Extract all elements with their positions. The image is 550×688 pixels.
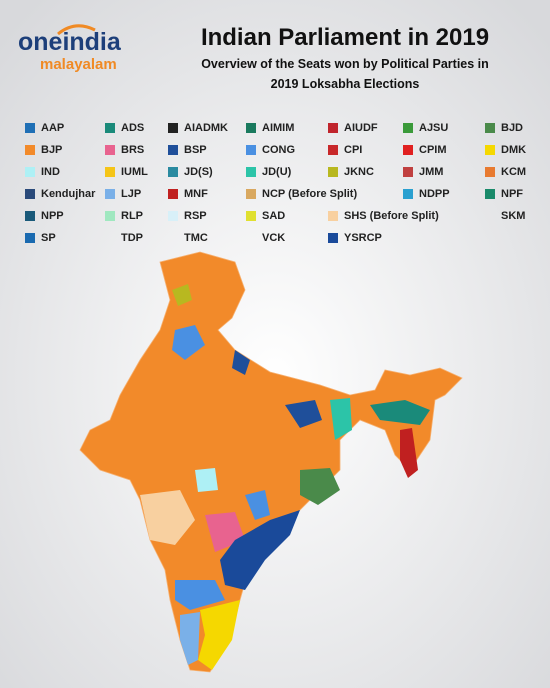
legend-swatch bbox=[105, 145, 115, 155]
region bbox=[180, 612, 200, 665]
region bbox=[140, 490, 195, 545]
legend-label: NCP (Before Split) bbox=[262, 188, 357, 200]
region bbox=[232, 350, 250, 375]
legend-label: ADS bbox=[121, 122, 144, 134]
legend-swatch bbox=[168, 211, 178, 221]
legend-label: SAD bbox=[262, 210, 285, 222]
legend-label: NPP bbox=[41, 210, 64, 222]
legend-swatch bbox=[485, 145, 495, 155]
subtitle: 2019 Loksabha Elections bbox=[271, 77, 420, 91]
legend-label: KCM bbox=[501, 166, 526, 178]
legend-swatch bbox=[403, 189, 413, 199]
legend-swatch bbox=[25, 189, 35, 199]
legend-label: YSRCP bbox=[344, 232, 382, 244]
legend-label: TMC bbox=[184, 232, 208, 244]
legend-label: SP bbox=[41, 232, 56, 244]
region bbox=[285, 400, 322, 428]
logo-sub: malayalam bbox=[40, 56, 117, 73]
subtitle: Overview of the Seats won by Political P… bbox=[201, 57, 489, 71]
legend-swatch bbox=[246, 145, 256, 155]
legend-swatch bbox=[403, 167, 413, 177]
legend-swatch bbox=[168, 167, 178, 177]
legend-label: AIUDF bbox=[344, 122, 378, 134]
legend-swatch bbox=[246, 189, 256, 199]
legend: AAP ADS AIADMK AIMIM AIUDF AJSU BJD BJP BRS BSP CO… bbox=[25, 122, 526, 244]
legend-swatch bbox=[105, 211, 115, 221]
legend-label: AAP bbox=[41, 122, 64, 134]
legend-swatch bbox=[246, 211, 256, 221]
legend-label: BRS bbox=[121, 144, 144, 156]
legend-swatch bbox=[25, 145, 35, 155]
region bbox=[195, 468, 218, 492]
legend-label: AJSU bbox=[419, 122, 448, 134]
legend-swatch bbox=[25, 211, 35, 221]
legend-swatch bbox=[485, 189, 495, 199]
legend-swatch bbox=[328, 145, 338, 155]
legend-swatch bbox=[403, 145, 413, 155]
legend-label: SHS (Before Split) bbox=[344, 210, 439, 222]
region bbox=[172, 325, 205, 360]
legend-swatch bbox=[168, 145, 178, 155]
legend-label: BJP bbox=[41, 144, 62, 156]
legend-label: VCK bbox=[262, 232, 285, 244]
legend-swatch bbox=[168, 123, 178, 133]
legend-label: AIMIM bbox=[262, 122, 294, 134]
legend-label: CPI bbox=[344, 144, 362, 156]
legend-swatch bbox=[246, 167, 256, 177]
region bbox=[172, 284, 192, 306]
legend-label: SKM bbox=[501, 210, 525, 222]
legend-swatch bbox=[485, 167, 495, 177]
region bbox=[400, 428, 418, 478]
legend-label: NDPP bbox=[419, 188, 450, 200]
legend-label: IUML bbox=[121, 166, 148, 178]
region bbox=[175, 580, 225, 610]
legend-label: JKNC bbox=[344, 166, 374, 178]
legend-label: RLP bbox=[121, 210, 143, 222]
region bbox=[370, 400, 430, 425]
legend-label: BJD bbox=[501, 122, 523, 134]
legend-label: AIADMK bbox=[184, 122, 228, 134]
legend-label: TDP bbox=[121, 232, 143, 244]
region bbox=[198, 600, 240, 670]
legend-swatch bbox=[25, 233, 35, 243]
region bbox=[220, 510, 300, 590]
logo-arc bbox=[57, 24, 96, 36]
map bbox=[79, 251, 463, 673]
legend-swatch bbox=[168, 189, 178, 199]
legend-swatch bbox=[25, 167, 35, 177]
india-outline bbox=[79, 251, 463, 673]
logo-name: oneindia bbox=[18, 28, 122, 56]
legend-swatch bbox=[25, 123, 35, 133]
region bbox=[245, 490, 270, 520]
legend-label: Kendujhar bbox=[41, 188, 96, 200]
region bbox=[330, 398, 352, 440]
legend-label: LJP bbox=[121, 188, 141, 200]
legend-swatch bbox=[105, 167, 115, 177]
region bbox=[300, 468, 340, 505]
legend-swatch bbox=[328, 123, 338, 133]
legend-label: CONG bbox=[262, 144, 295, 156]
legend-label: NPF bbox=[501, 188, 523, 200]
legend-label: IND bbox=[41, 166, 60, 178]
title: Indian Parliament in 2019 bbox=[201, 24, 489, 51]
legend-label: DMK bbox=[501, 144, 526, 156]
legend-label: JD(U) bbox=[262, 166, 292, 178]
legend-swatch bbox=[328, 167, 338, 177]
legend-label: CPIM bbox=[419, 144, 447, 156]
legend-swatch bbox=[246, 123, 256, 133]
legend-label: BSP bbox=[184, 144, 207, 156]
legend-label: RSP bbox=[184, 210, 207, 222]
legend-swatch bbox=[105, 123, 115, 133]
legend-label: JD(S) bbox=[184, 166, 213, 178]
legend-swatch bbox=[105, 189, 115, 199]
legend-swatch bbox=[328, 211, 338, 221]
legend-label: MNF bbox=[184, 188, 208, 200]
legend-swatch bbox=[403, 123, 413, 133]
legend-swatch bbox=[485, 123, 495, 133]
legend-label: JMM bbox=[419, 166, 443, 178]
legend-swatch bbox=[328, 233, 338, 243]
